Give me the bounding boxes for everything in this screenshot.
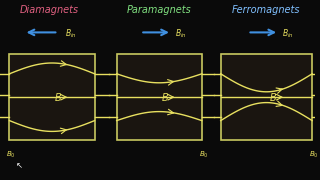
Text: $B_0$: $B_0$: [309, 149, 319, 160]
Text: ↖: ↖: [15, 161, 22, 170]
Text: $B_{in}$: $B_{in}$: [65, 28, 76, 40]
FancyBboxPatch shape: [10, 54, 95, 140]
Text: $B_{in}$: $B_{in}$: [282, 28, 294, 40]
Text: $B_0$: $B_0$: [199, 149, 208, 160]
Text: $B_0$: $B_0$: [6, 149, 16, 160]
Text: $B$: $B$: [54, 91, 62, 103]
Text: Ferromagnets: Ferromagnets: [232, 5, 301, 15]
Text: Paramagnets: Paramagnets: [127, 5, 192, 15]
Text: $B_{in}$: $B_{in}$: [175, 28, 187, 40]
FancyBboxPatch shape: [221, 54, 312, 140]
FancyBboxPatch shape: [117, 54, 202, 140]
Text: $B$: $B$: [162, 91, 170, 103]
Text: Diamagnets: Diamagnets: [19, 5, 78, 15]
Text: $B$: $B$: [269, 91, 277, 103]
